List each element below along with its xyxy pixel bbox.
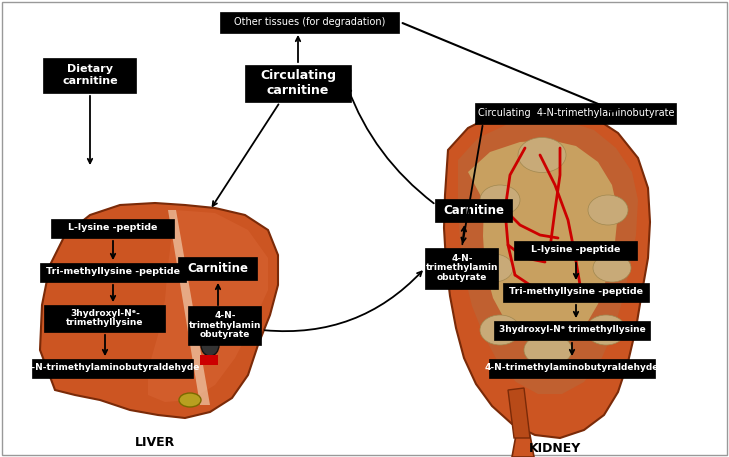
FancyBboxPatch shape — [489, 358, 655, 377]
Polygon shape — [40, 203, 278, 418]
Polygon shape — [508, 388, 530, 438]
Text: L-lysine -peptide: L-lysine -peptide — [69, 223, 157, 233]
Text: Carnitine: Carnitine — [443, 203, 504, 217]
Polygon shape — [168, 210, 210, 405]
FancyBboxPatch shape — [435, 198, 512, 222]
Polygon shape — [200, 355, 218, 365]
Ellipse shape — [201, 334, 219, 356]
Text: L-lysine -peptide: L-lysine -peptide — [531, 245, 620, 255]
Text: KIDNEY: KIDNEY — [529, 441, 581, 455]
Text: 4-N-
trimethylamin
obutyrate: 4-N- trimethylamin obutyrate — [189, 311, 261, 339]
Text: Dietary
carnitine: Dietary carnitine — [62, 64, 118, 85]
Polygon shape — [468, 140, 618, 348]
FancyBboxPatch shape — [515, 240, 637, 260]
FancyBboxPatch shape — [52, 218, 174, 238]
FancyBboxPatch shape — [475, 102, 677, 123]
FancyBboxPatch shape — [44, 58, 136, 92]
FancyBboxPatch shape — [179, 256, 257, 280]
Text: 4-N-trimethylaminobutyraldehyde: 4-N-trimethylaminobutyraldehyde — [26, 363, 200, 372]
Text: Tri-methyllysine -peptide: Tri-methyllysine -peptide — [46, 267, 180, 276]
FancyBboxPatch shape — [189, 305, 262, 345]
FancyBboxPatch shape — [494, 320, 650, 340]
FancyBboxPatch shape — [426, 248, 499, 288]
FancyBboxPatch shape — [33, 358, 193, 377]
FancyBboxPatch shape — [44, 304, 165, 331]
Ellipse shape — [179, 393, 201, 407]
Text: Circulating  4-N-trimethylaminobutyrate: Circulating 4-N-trimethylaminobutyrate — [477, 108, 674, 118]
Ellipse shape — [588, 195, 628, 225]
Ellipse shape — [480, 315, 520, 345]
FancyBboxPatch shape — [220, 11, 399, 32]
Text: 4-N-trimethylaminobutyraldehyde: 4-N-trimethylaminobutyraldehyde — [485, 363, 659, 372]
Text: Tri-methyllysine -peptide: Tri-methyllysine -peptide — [509, 287, 643, 297]
Text: LIVER: LIVER — [135, 436, 175, 450]
Ellipse shape — [524, 334, 572, 366]
Ellipse shape — [475, 254, 513, 282]
Text: 3hydroxyl-Nᵉ trimethyllysine: 3hydroxyl-Nᵉ trimethyllysine — [499, 325, 645, 335]
Polygon shape — [148, 210, 268, 402]
Text: Circulating
carnitine: Circulating carnitine — [260, 69, 336, 97]
Ellipse shape — [480, 185, 520, 215]
Ellipse shape — [518, 138, 566, 172]
Polygon shape — [444, 107, 650, 438]
Text: Other tissues (for degradation): Other tissues (for degradation) — [234, 17, 386, 27]
Ellipse shape — [593, 254, 631, 282]
Text: Carnitine: Carnitine — [187, 261, 249, 275]
Text: 3hydroxyl-Nᵉ-
trimethyllysine: 3hydroxyl-Nᵉ- trimethyllysine — [66, 308, 144, 327]
Polygon shape — [458, 119, 638, 394]
Text: 4-N-
trimethylamin
obutyrate: 4-N- trimethylamin obutyrate — [426, 254, 498, 282]
Polygon shape — [512, 435, 534, 457]
FancyBboxPatch shape — [503, 282, 649, 302]
FancyBboxPatch shape — [40, 262, 186, 282]
FancyBboxPatch shape — [245, 64, 351, 101]
Ellipse shape — [586, 315, 626, 345]
